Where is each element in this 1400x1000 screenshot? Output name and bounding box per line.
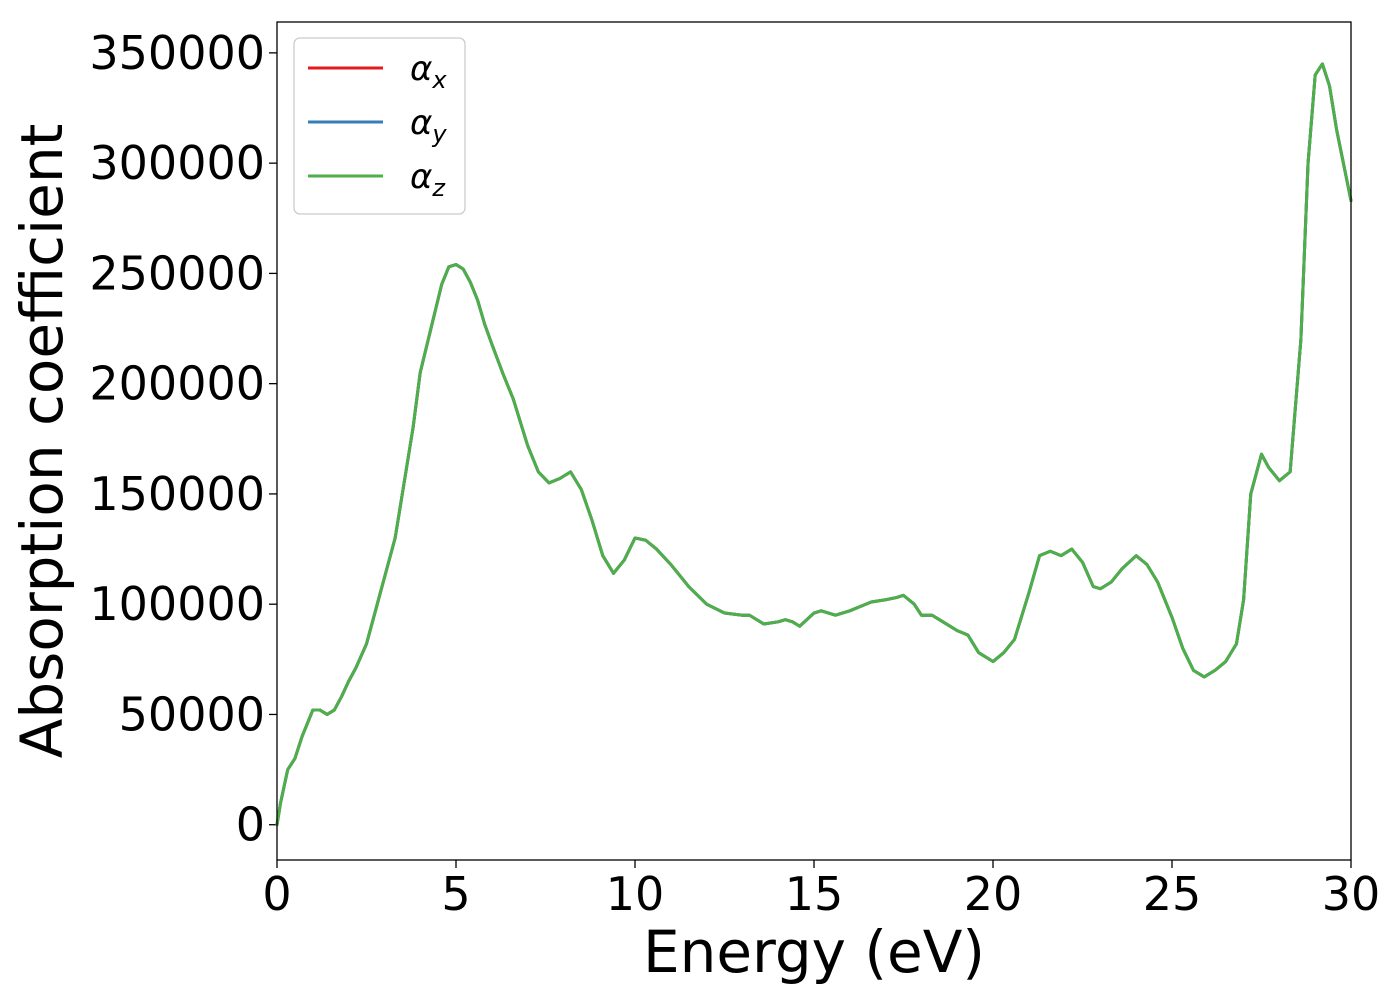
x-tick-label: 15 — [785, 867, 844, 921]
y-tick-label: 200000 — [89, 357, 265, 411]
legend-label-z: αz — [410, 157, 446, 202]
x-tick-label: 0 — [262, 867, 291, 921]
x-tick-label: 30 — [1322, 867, 1381, 921]
y-tick-label: 300000 — [89, 136, 265, 190]
legend-box — [293, 37, 466, 215]
x-tick-label: 5 — [441, 867, 470, 921]
series-line-z — [275, 62, 1353, 827]
legend: αx αy αz — [293, 37, 466, 215]
ticks-layer: 0 5 10 15 20 25 30 0 50000 100000 150000 200000 2500… — [89, 26, 1380, 921]
y-tick-label: 350000 — [89, 26, 265, 80]
y-tick-label: 250000 — [89, 246, 265, 300]
x-tick-label: 25 — [1143, 867, 1202, 921]
y-tick-label: 0 — [236, 798, 265, 852]
y-axis-label: Absorption coefficient — [8, 124, 76, 759]
y-tick-label: 100000 — [89, 577, 265, 631]
plot-frame — [276, 21, 1352, 861]
x-tick-label: 10 — [606, 867, 665, 921]
x-tick-label: 20 — [964, 867, 1023, 921]
y-tick-label: 50000 — [119, 687, 265, 741]
series-lines — [275, 62, 1353, 827]
x-axis-label: Energy (eV) — [643, 918, 985, 986]
legend-label-x: αx — [410, 49, 447, 94]
y-tick-label: 150000 — [89, 467, 265, 521]
legend-label-y: αy — [410, 103, 447, 148]
